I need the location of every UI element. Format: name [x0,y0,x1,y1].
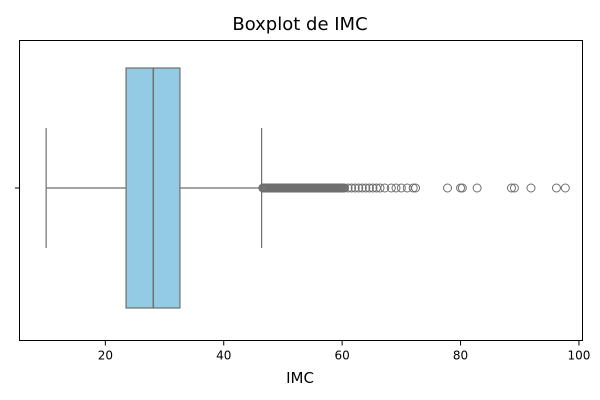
outlier-point [391,183,401,193]
outlier-point [386,183,396,193]
chart-title: Boxplot de IMC [232,14,367,35]
outlier-point [551,183,561,193]
outlier-point [361,183,371,193]
outlier-point [340,183,350,193]
outlier-point [364,183,374,193]
outlier-point [347,183,357,193]
outlier-point [506,183,516,193]
outlier-point [472,183,482,193]
outlier-point [560,183,570,193]
outlier-point [380,183,390,193]
outlier-point [411,183,421,193]
x-tick-label: 100 [567,349,590,363]
x-tick-label: 20 [98,349,113,363]
outlier-point [396,183,406,193]
x-axis-label: IMC [286,369,314,387]
outlier-point [357,183,367,193]
plot-area-frame [19,40,583,341]
outlier-group [258,183,570,193]
outlier-point [509,183,519,193]
x-tick-label: 80 [453,349,468,363]
outlier-point [350,183,360,193]
outlier-point [354,183,364,193]
outlier-point [375,183,385,193]
box-group [45,67,263,309]
outlier-point [443,183,453,193]
outlier-point [457,183,467,193]
x-tick-label: 40 [216,349,231,363]
outlier-point [368,183,378,193]
x-axis: 20 40 60 80 100 [98,340,590,363]
outlier-point [456,183,466,193]
outlier-point [343,183,353,193]
x-tick-label: 60 [335,349,350,363]
outlier-point [526,183,536,193]
outlier-point [408,183,418,193]
